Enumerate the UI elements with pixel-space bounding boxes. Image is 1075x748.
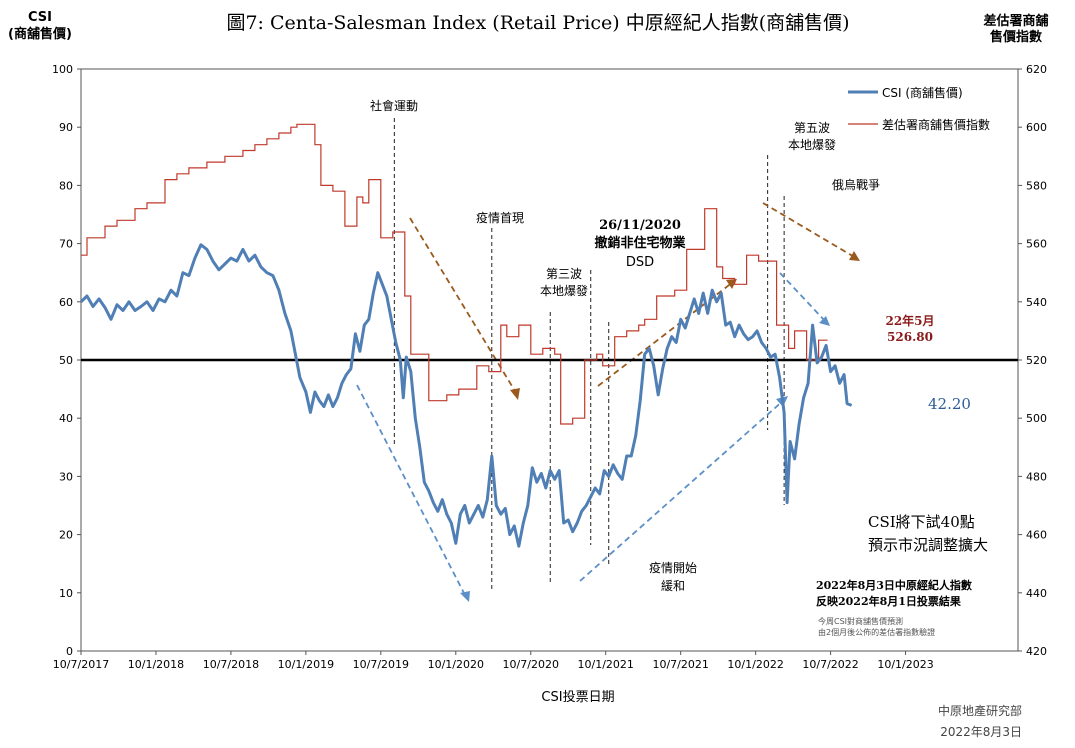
note-small-line1: 今周CSI對商舖售價預測 <box>818 616 903 626</box>
x-axis-label: CSI投票日期 <box>541 689 614 705</box>
series-line-csi <box>79 243 853 548</box>
y-left-tick-label: 80 <box>59 179 73 192</box>
right-axis-title-line2: 售價指數 <box>990 29 1042 45</box>
note-main-line2: 預示市況調整擴大 <box>868 536 988 554</box>
event-label-russia-ukraine: 俄烏戰爭 <box>832 178 880 192</box>
y-left-tick-label: 100 <box>52 63 73 76</box>
x-tick-label: 10/1/2021 <box>578 658 634 671</box>
event-label-fifth-wave: 第五波 <box>794 121 830 135</box>
x-tick-label: 10/1/2020 <box>428 658 484 671</box>
y-left-tick-label: 60 <box>59 296 73 309</box>
event-label-epidemic-ease: 疫情開始 <box>649 560 697 575</box>
latest-rvd-value: 526.80 <box>887 330 933 344</box>
y-right-tick-label: 540 <box>1026 296 1047 309</box>
x-tick-label: 10/7/2017 <box>53 658 109 671</box>
legend: CSI (商舖售價) 差估署商舖售價指數 <box>848 85 990 132</box>
y-right-tick-label: 580 <box>1026 179 1047 192</box>
x-axis: 10/7/2017 10/1/2018 10/7/2018 10/1/2019 10/7… <box>53 651 934 671</box>
x-tick-label: 10/1/2023 <box>877 658 933 671</box>
event-label-third-wave-2: 本地爆發 <box>540 283 588 298</box>
down-trend-arrow-blue <box>356 384 467 598</box>
left-axis-title-line1: CSI <box>28 10 52 25</box>
down-trend-arrow-brown-2 <box>762 202 857 259</box>
down-trend-arrow-brown <box>409 217 519 397</box>
note-small-line2: 由2個月後公佈的差估署指數驗證 <box>818 627 935 637</box>
event-label-fifth-wave-2: 本地爆發 <box>788 137 836 152</box>
x-tick-label: 10/7/2020 <box>503 658 559 671</box>
y-left-tick-label: 90 <box>59 121 73 134</box>
y-axis-right: 420 440 460 480 500 520 540 560 580 600 620 <box>1018 63 1047 658</box>
x-tick-label: 10/7/2021 <box>652 658 708 671</box>
x-tick-label: 10/1/2018 <box>128 658 184 671</box>
series-line-rvd <box>81 123 828 425</box>
y-right-tick-label: 520 <box>1026 354 1047 367</box>
latest-rvd-label: 22年5月 <box>885 313 934 328</box>
event-label-dsd: DSD <box>626 255 654 270</box>
event-label-epidemic-ease-2: 緩和 <box>661 579 685 593</box>
legend-label-csi: CSI (商舖售價) <box>882 85 963 100</box>
note-bold-line1: 2022年8月3日中原經紀人指數 <box>816 578 972 592</box>
note-bold-line2: 反映2022年8月1日投票結果 <box>816 594 961 608</box>
down-trend-arrow-blue-2 <box>779 272 827 323</box>
event-lines <box>393 118 785 590</box>
y-right-tick-label: 420 <box>1026 645 1047 658</box>
x-tick-label: 10/1/2019 <box>278 658 334 671</box>
y-right-tick-label: 440 <box>1026 587 1047 600</box>
y-right-tick-label: 560 <box>1026 238 1047 251</box>
note-main-line1: CSI將下試40點 <box>868 513 975 531</box>
event-label-third-wave: 第三波 <box>546 267 582 281</box>
y-right-tick-label: 620 <box>1026 63 1047 76</box>
y-right-tick-label: 600 <box>1026 121 1047 134</box>
x-tick-label: 10/7/2019 <box>353 658 409 671</box>
legend-label-rvd: 差估署商舖售價指數 <box>882 117 990 132</box>
y-right-tick-label: 480 <box>1026 470 1047 483</box>
y-left-tick-label: 0 <box>66 645 73 658</box>
arrowhead <box>819 316 830 326</box>
y-right-tick-label: 460 <box>1026 529 1047 542</box>
event-label-social-movement: 社會運動 <box>370 98 418 113</box>
x-tick-label: 10/7/2018 <box>203 658 259 671</box>
footer-date: 2022年8月3日 <box>940 725 1022 739</box>
y-left-tick-label: 20 <box>59 529 73 542</box>
up-trend-arrow-blue <box>579 399 785 582</box>
left-axis-title-line2: (商舖售價) <box>8 26 72 42</box>
event-label-dsd-text: 撤銷非住宅物業 <box>594 235 686 251</box>
x-tick-label: 10/1/2022 <box>727 658 783 671</box>
x-tick-label: 10/7/2022 <box>802 658 858 671</box>
y-left-tick-label: 10 <box>59 587 73 600</box>
latest-csi-value: 42.20 <box>928 395 971 413</box>
y-left-tick-label: 30 <box>59 470 73 483</box>
chart-title: 圖7: Centa-Salesman Index (Retail Price) … <box>226 12 849 34</box>
y-right-tick-label: 500 <box>1026 412 1047 425</box>
trend-arrows <box>356 202 860 602</box>
arrowhead <box>849 251 860 261</box>
up-trend-arrow-brown <box>597 281 734 387</box>
y-axis-left: 0 10 20 30 40 50 60 70 80 90 100 <box>52 63 81 658</box>
footer-source: 中原地產研究部 <box>938 703 1022 718</box>
event-label-epidemic-first: 疫情首現 <box>476 210 524 225</box>
y-left-tick-label: 40 <box>59 412 73 425</box>
arrowhead <box>510 388 520 400</box>
y-left-tick-label: 50 <box>59 354 73 367</box>
y-left-tick-label: 70 <box>59 238 73 251</box>
arrowhead <box>460 591 470 602</box>
right-axis-title-line1: 差估署商舖 <box>983 13 1048 29</box>
event-label-dsd-date: 26/11/2020 <box>599 218 681 233</box>
